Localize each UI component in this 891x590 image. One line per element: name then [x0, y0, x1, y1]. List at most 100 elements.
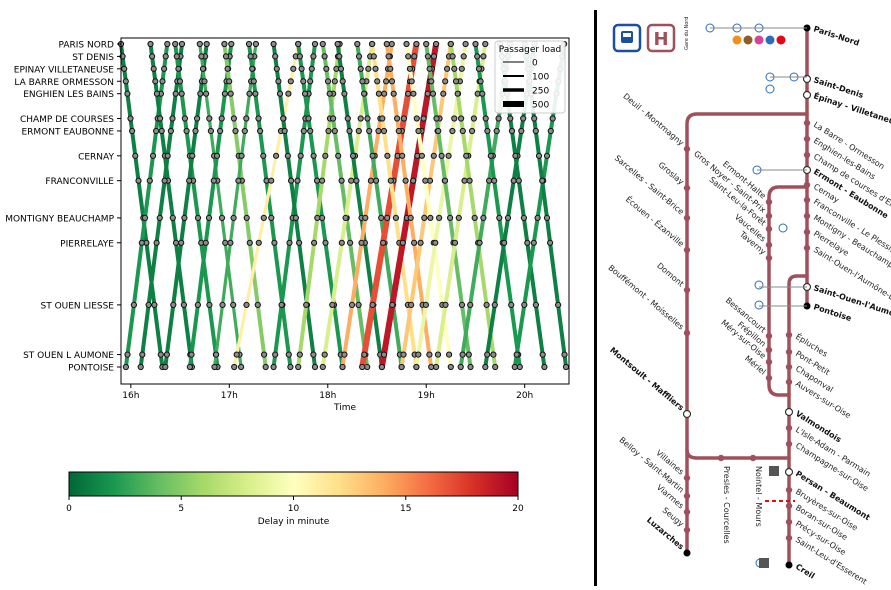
y-tick-label-11: ST OUEN LIESSE [41, 301, 115, 311]
trip-24-stop-7 [399, 152, 406, 159]
trip-3-stop-9 [172, 90, 179, 97]
trip-1-stop-4 [141, 214, 149, 221]
station-label-branch-0: Presles - Courcelles [722, 466, 731, 544]
plot-frame [120, 37, 570, 385]
station-label-branch-1: Nointel - Mours [754, 466, 763, 527]
trip-25-stop-1 [400, 351, 407, 358]
trip-24-stop-12 [426, 351, 433, 358]
trip-30-stop-3 [452, 78, 460, 85]
trip-10-stop-1 [247, 53, 254, 60]
trip-16-stop-6 [331, 127, 338, 135]
trip-32-stop-13 [516, 363, 523, 371]
trip-15-stop-1 [296, 351, 303, 358]
trip-8-stop-6 [232, 127, 239, 135]
trip-5-stop-7 [192, 127, 199, 135]
trip-21-stop-13 [413, 40, 420, 48]
station-dot-right-10 [803, 228, 811, 236]
trip-28-stop-6 [435, 127, 442, 135]
trip-16-stop-11 [355, 301, 362, 308]
trip-2-stop-0 [147, 40, 154, 48]
trip-8-stop-5 [230, 115, 237, 122]
trip-27-stop-12 [460, 53, 467, 60]
trip-34-stop-9 [520, 214, 528, 221]
trip-10-stop-2 [249, 65, 256, 72]
trip-26-stop-4 [410, 90, 417, 97]
trip-3-stop-5 [161, 177, 168, 184]
trip-3-stop-2 [145, 301, 152, 308]
y-tick-label-2: EPINAY VILLETANEUSE [14, 65, 115, 75]
trip-12-stop-0 [270, 363, 277, 371]
trip-30-stop-1 [449, 53, 456, 60]
station-dot-lower-1 [785, 348, 793, 356]
trip-5-stop-1 [163, 351, 170, 358]
trip-19-stop-10 [383, 78, 390, 85]
trip-21-stop-2 [369, 301, 376, 308]
trip-8-stop-4 [227, 90, 234, 97]
trip-30-stop-0 [447, 40, 454, 48]
trip-36-stop-7 [535, 152, 543, 159]
trip-22-stop-1 [370, 53, 377, 60]
metro-connection-icon-2 [754, 35, 764, 45]
trip-7-stop-4 [205, 214, 213, 221]
trip-12-stop-3 [286, 239, 293, 246]
trip-6-stop-5 [206, 115, 213, 122]
station-dot-left-10 [683, 526, 691, 534]
trip-15-stop-5 [319, 177, 326, 184]
trip-20-stop-4 [361, 90, 368, 97]
trip-1-stop-1 [124, 351, 131, 358]
trip-31-stop-2 [467, 301, 474, 308]
trip-4-stop-2 [175, 65, 182, 72]
trip-13-stop-0 [270, 40, 277, 48]
trip-0-stop-6 [129, 127, 136, 135]
trip-36-stop-8 [539, 177, 546, 184]
trip-9-stop-3 [227, 239, 234, 246]
trip-24-stop-8 [402, 177, 409, 184]
trip-4-stop-3 [176, 78, 184, 85]
colorbar-label: Delay in minute [258, 517, 330, 527]
trip-6-stop-11 [230, 301, 237, 308]
trip-28-stop-9 [447, 214, 454, 221]
trip-14-stop-0 [295, 40, 302, 48]
y-tick-label-4: ENGHIEN LES BAINS [23, 90, 114, 100]
trip-6-stop-3 [201, 78, 208, 85]
trip-16-stop-7 [335, 152, 342, 159]
trip-18-stop-0 [334, 40, 341, 48]
trip-11-stop-1 [233, 351, 240, 358]
trip-13-stop-10 [296, 239, 303, 246]
station-dot-right-5 [803, 151, 811, 159]
trip-11-stop-9 [285, 90, 292, 97]
trip-9-stop-0 [211, 363, 218, 371]
y-tick-label-7: CERNAY [78, 152, 114, 162]
trip-15-stop-6 [322, 152, 329, 159]
trip-19-stop-0 [339, 363, 346, 371]
trip-17-stop-3 [338, 239, 345, 246]
trip-1-stop-6 [149, 152, 157, 159]
trip-18-stop-1 [336, 53, 343, 60]
trip-12-stop-12 [310, 53, 317, 60]
station-dot-mid-5 [765, 332, 773, 340]
trip-12-stop-7 [300, 127, 307, 135]
trip-13-stop-2 [273, 65, 280, 72]
trip-33-stop-4 [504, 214, 512, 221]
station-label-right-13: Pontoise [812, 302, 853, 323]
trip-0-stop-3 [122, 78, 129, 85]
trip-9-stop-13 [252, 40, 259, 48]
trip-3-stop-7 [167, 127, 174, 135]
trip-23-stop-13 [433, 40, 440, 48]
trip-29-stop-7 [469, 127, 476, 135]
trip-27-stop-7 [449, 127, 456, 135]
trip-7-stop-0 [186, 363, 193, 371]
trip-14-stop-1 [296, 53, 303, 60]
trip-17-stop-5 [348, 177, 355, 184]
station-dot-mid-3 [765, 241, 773, 249]
trip-18-stop-3 [339, 78, 346, 85]
trip-11-stop-10 [287, 78, 294, 85]
trip-10-stop-6 [257, 127, 264, 135]
trip-28-stop-7 [438, 152, 445, 159]
trip-31-stop-7 [493, 127, 500, 135]
trip-0-stop-7 [132, 152, 139, 159]
trip-27-stop-3 [432, 239, 439, 246]
trip-0-stop-5 [127, 115, 134, 122]
y-tick-label-3: LA BARRE ORMESSON [14, 78, 114, 88]
trip-20-stop-8 [373, 177, 380, 184]
